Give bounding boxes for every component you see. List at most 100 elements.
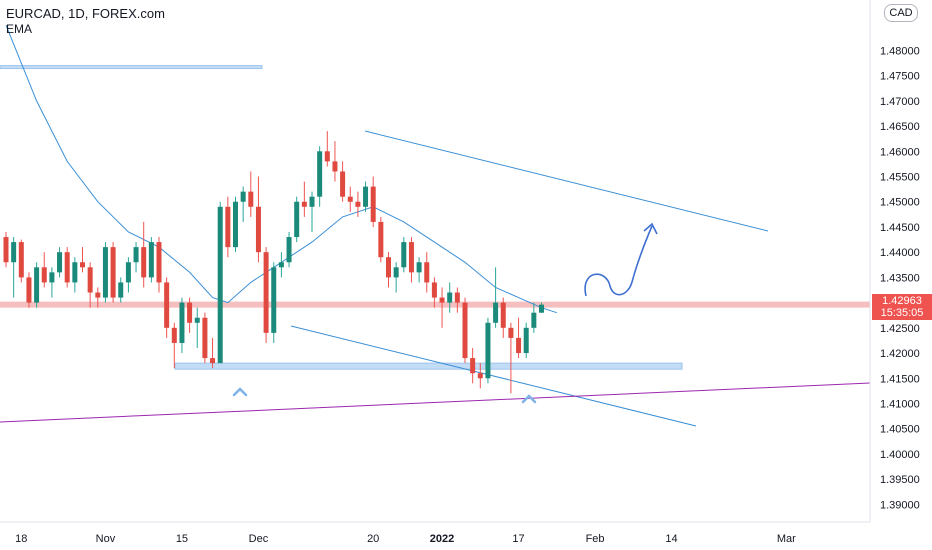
- indicator-label[interactable]: EMA: [6, 22, 33, 36]
- candle: [393, 262, 399, 293]
- candle-body: [217, 206, 223, 364]
- candle: [378, 216, 384, 263]
- upper-channel-line: [364, 130, 769, 232]
- price-tick-label: 1.46000: [880, 146, 920, 158]
- candle-body: [355, 201, 361, 207]
- candle-body: [194, 317, 200, 323]
- candle: [210, 337, 216, 369]
- candle: [102, 242, 108, 303]
- candle: [64, 247, 70, 288]
- price-tick-label: 1.48000: [880, 45, 920, 57]
- time-axis[interactable]: 18 Nov 15 Dec 20 2022 17 Feb 14 Mar: [15, 533, 796, 545]
- support-zone: [174, 362, 683, 370]
- last-price-tag: 1.42963 15:35:05: [872, 294, 932, 320]
- candle-body: [141, 247, 147, 278]
- candle: [225, 196, 231, 258]
- candle-body: [210, 358, 216, 364]
- candle: [370, 176, 376, 227]
- price-tick-label: 1.39500: [880, 474, 920, 486]
- price-tick-label: 1.39000: [880, 499, 920, 511]
- candle: [493, 267, 499, 328]
- candle-body: [439, 297, 445, 303]
- candle: [57, 247, 63, 278]
- candle-body: [202, 317, 208, 359]
- candle-body: [240, 191, 246, 202]
- up-marker-1: [232, 387, 248, 397]
- candle-body: [72, 262, 78, 283]
- candle-body: [301, 201, 307, 207]
- price-tick-label: 1.44000: [880, 247, 920, 259]
- candle: [363, 181, 369, 212]
- candle-body: [41, 267, 47, 283]
- candle-body: [332, 161, 338, 172]
- candle-body: [57, 252, 63, 273]
- candle-body: [309, 196, 315, 207]
- candle-body: [80, 262, 85, 268]
- time-tick-label: 17: [512, 533, 524, 545]
- candle-body: [370, 186, 376, 222]
- candle: [217, 201, 223, 364]
- candle: [286, 232, 292, 268]
- candle-body: [187, 302, 193, 323]
- candle-body: [470, 358, 476, 374]
- candle: [72, 257, 78, 293]
- candle-body: [49, 272, 55, 283]
- time-tick-label: 15: [176, 533, 188, 545]
- candle: [332, 141, 338, 182]
- candle-body: [95, 292, 101, 298]
- candle: [18, 239, 24, 283]
- price-axis[interactable]: 1.39000 1.39500 1.40000 1.40500 1.41000 1.415…: [880, 45, 920, 511]
- candle-body: [125, 262, 131, 283]
- candle: [309, 191, 315, 232]
- currency-badge[interactable]: CAD: [884, 4, 918, 22]
- candle: [240, 186, 246, 222]
- candle-body: [340, 171, 346, 197]
- candle-body: [408, 242, 414, 273]
- candle: [194, 307, 200, 348]
- price-tick-label: 1.47000: [880, 96, 920, 108]
- candle-body: [225, 206, 231, 248]
- time-tick-label: 20: [367, 533, 379, 545]
- candle: [508, 322, 514, 394]
- candle-body: [447, 292, 453, 303]
- price-tick-label: 1.41000: [880, 398, 920, 410]
- candle-body: [179, 302, 185, 343]
- candle-body: [64, 252, 70, 283]
- candle: [424, 252, 430, 293]
- last-price: 1.42963: [882, 295, 922, 307]
- top-zone: [0, 65, 263, 70]
- candle-body: [416, 262, 422, 273]
- candle: [26, 272, 32, 308]
- candle: [133, 242, 139, 273]
- candle: [301, 181, 307, 217]
- bar-countdown: 15:35:05: [880, 307, 924, 319]
- candle-body: [386, 257, 391, 278]
- candle: [271, 262, 277, 343]
- candle-body: [531, 312, 537, 328]
- candle: [355, 191, 361, 217]
- candle-body: [523, 327, 529, 354]
- candle-body: [454, 292, 460, 303]
- price-tick-label: 1.42000: [880, 348, 920, 360]
- candle-body: [324, 151, 330, 162]
- purple-trendline: [0, 382, 871, 423]
- projection-arrow-head: [643, 222, 658, 235]
- candle-body: [118, 282, 124, 298]
- candle: [539, 302, 544, 313]
- candle: [470, 348, 476, 384]
- time-tick-label: 14: [665, 533, 677, 545]
- lower-channel-line: [290, 325, 697, 427]
- candle: [454, 287, 460, 313]
- candle: [401, 237, 407, 273]
- candle: [324, 131, 330, 167]
- price-tick-label: 1.46500: [880, 121, 920, 133]
- time-tick-label: Nov: [96, 533, 116, 545]
- candle: [317, 146, 323, 207]
- candle: [95, 287, 101, 308]
- candle-body: [462, 302, 468, 359]
- candle: [248, 171, 254, 217]
- candle-body: [271, 267, 277, 333]
- candle: [179, 297, 185, 354]
- price-tick-label: 1.41500: [880, 373, 920, 385]
